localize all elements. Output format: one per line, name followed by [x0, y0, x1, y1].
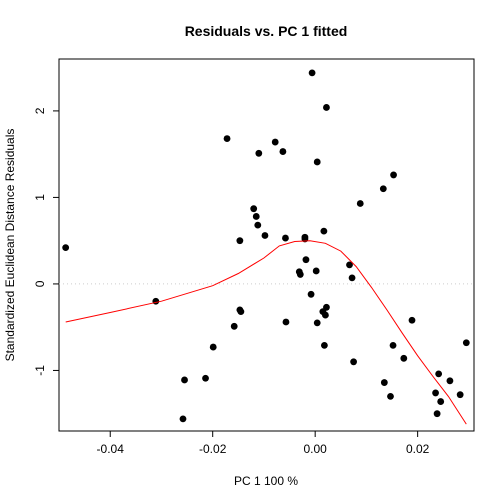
data-point — [308, 69, 316, 77]
data-point — [432, 389, 439, 397]
data-point — [433, 410, 441, 418]
y-tick-label: 1 — [33, 194, 47, 201]
smooth-line-layer — [65, 240, 467, 425]
data-point — [350, 358, 357, 366]
smooth-fit-line — [65, 240, 467, 425]
data-point — [282, 234, 289, 242]
data-point — [236, 237, 244, 245]
data-point — [446, 377, 454, 385]
chart-title: Residuals vs. PC 1 fitted — [185, 23, 348, 39]
data-point — [223, 135, 231, 142]
data-point — [252, 213, 260, 220]
data-point — [181, 376, 188, 384]
data-point — [408, 316, 416, 324]
data-point — [348, 274, 356, 282]
data-point — [202, 374, 209, 382]
data-point — [230, 322, 238, 330]
y-tick-label: -1 — [33, 365, 47, 376]
data-point — [237, 308, 245, 316]
data-point — [390, 171, 397, 179]
data-point — [209, 343, 217, 351]
data-point — [62, 244, 70, 251]
data-point — [250, 205, 258, 213]
data-point — [312, 267, 320, 275]
data-point — [320, 341, 328, 349]
data-point — [307, 290, 315, 298]
data-point — [346, 261, 353, 269]
data-point — [179, 415, 187, 423]
points-layer — [62, 69, 470, 423]
data-point — [456, 391, 464, 399]
x-axis: -0.04 -0.02 0.00 0.02 — [97, 431, 430, 456]
x-tick-label: 0.00 — [303, 442, 327, 456]
data-point — [437, 398, 445, 405]
data-point — [296, 271, 304, 278]
data-point — [261, 232, 269, 239]
data-point — [389, 341, 397, 349]
data-point — [301, 233, 309, 241]
data-point — [271, 138, 279, 146]
data-point — [254, 221, 262, 229]
data-point — [313, 319, 321, 327]
data-point — [323, 104, 330, 111]
data-point — [313, 158, 321, 166]
data-point — [302, 256, 310, 264]
y-axis: -1 0 1 2 — [33, 107, 59, 376]
y-tick-label: 0 — [33, 280, 47, 287]
data-point — [462, 339, 470, 347]
data-point — [322, 311, 329, 319]
x-tick-label: 0.02 — [406, 442, 430, 456]
data-point — [320, 227, 328, 235]
x-tick-label: -0.04 — [97, 442, 125, 456]
data-point — [379, 185, 387, 193]
data-point — [282, 318, 290, 326]
plot-frame — [58, 58, 475, 432]
data-point — [400, 354, 408, 362]
data-point — [387, 392, 394, 400]
y-tick-label: 2 — [33, 107, 47, 114]
data-point — [152, 297, 160, 305]
data-point — [435, 370, 443, 378]
y-axis-label: Standardized Euclidean Distance Residual… — [3, 129, 17, 362]
data-point — [323, 303, 330, 311]
x-axis-label: PC 1 100 % — [234, 474, 298, 488]
data-point — [380, 379, 388, 386]
data-point — [279, 148, 287, 155]
x-tick-label: -0.02 — [199, 442, 227, 456]
data-point — [255, 149, 263, 157]
data-point — [356, 200, 364, 207]
